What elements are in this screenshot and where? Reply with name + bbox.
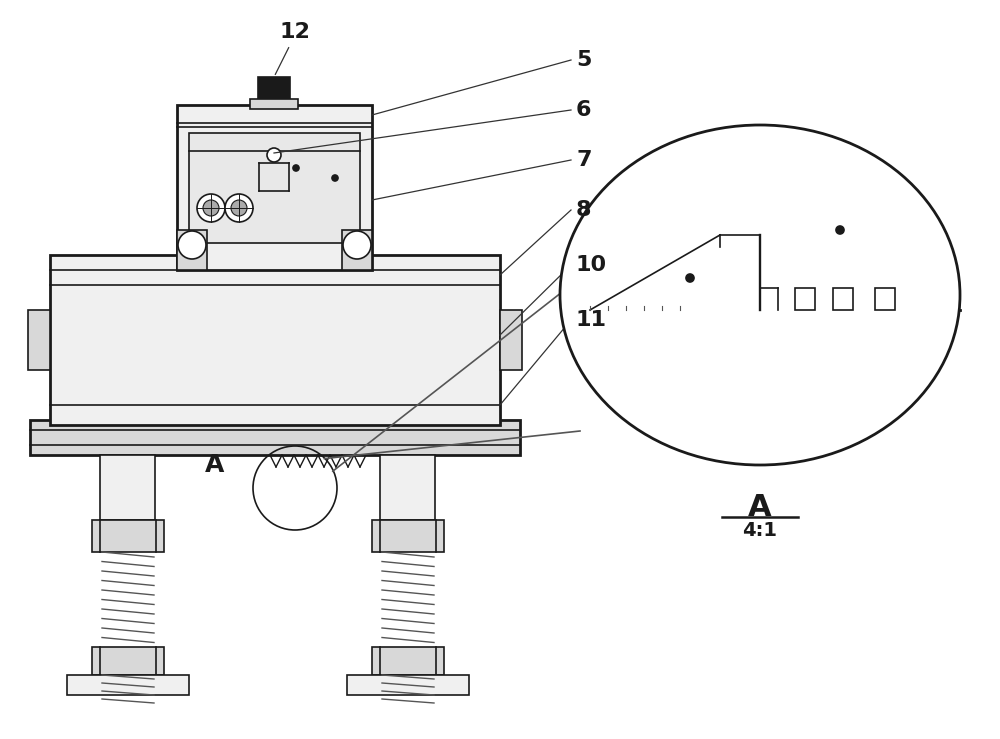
Bar	[250, 99, 298, 109]
Bar	[50, 255, 500, 425]
Bar	[500, 310, 522, 370]
Circle shape	[332, 175, 338, 181]
Bar	[833, 288, 853, 310]
Ellipse shape	[560, 125, 960, 465]
Circle shape	[225, 194, 253, 222]
Bar	[177, 105, 372, 270]
Bar	[380, 455, 435, 520]
Bar	[67, 675, 189, 695]
Circle shape	[343, 231, 371, 259]
Bar	[875, 288, 895, 310]
Bar	[189, 133, 360, 243]
Circle shape	[178, 231, 206, 259]
Bar	[100, 455, 155, 520]
Circle shape	[836, 226, 844, 234]
Bar	[30, 420, 520, 455]
Circle shape	[686, 274, 694, 282]
Text: 6: 6	[576, 100, 592, 120]
Text: 11: 11	[576, 310, 607, 330]
Bar	[342, 230, 372, 270]
Text: 8: 8	[576, 200, 592, 220]
Bar	[372, 647, 444, 675]
Bar	[92, 647, 164, 675]
Circle shape	[203, 200, 219, 216]
Text: 7: 7	[576, 150, 592, 170]
Text: 10: 10	[576, 255, 607, 275]
Text: 4:1: 4:1	[742, 521, 778, 540]
Circle shape	[231, 200, 247, 216]
Circle shape	[293, 165, 299, 171]
Text: A: A	[205, 453, 225, 477]
Text: A: A	[748, 493, 772, 522]
Bar	[795, 288, 815, 310]
Bar	[258, 77, 290, 99]
Circle shape	[197, 194, 225, 222]
Bar	[28, 310, 50, 370]
Bar	[177, 230, 207, 270]
Bar	[92, 520, 164, 552]
Circle shape	[267, 148, 281, 162]
Text: 5: 5	[576, 50, 591, 70]
Bar	[347, 675, 469, 695]
Bar	[372, 520, 444, 552]
Text: 12: 12	[280, 22, 310, 42]
